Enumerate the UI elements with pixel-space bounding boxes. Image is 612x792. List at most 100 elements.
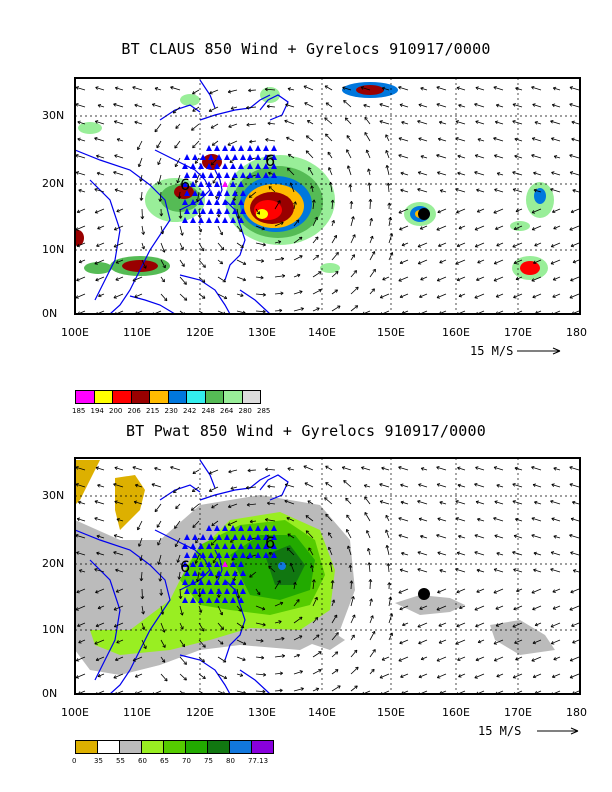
- colorbar-label: 185: [72, 407, 86, 415]
- gyre-location-triangle: [255, 163, 261, 169]
- wind-vector: [114, 225, 124, 231]
- wind-vector: [115, 259, 124, 264]
- wind-vector: [210, 123, 219, 129]
- panel2-typhoon-icon: [418, 588, 430, 600]
- gyre-location-triangle: [206, 199, 212, 205]
- wind-vector: [114, 154, 124, 159]
- wind-vector: [312, 688, 319, 692]
- colorbar-swatch: [75, 740, 98, 754]
- wind-vector: [475, 154, 485, 159]
- wind-vector: [420, 276, 428, 281]
- wind-vector: [496, 552, 504, 556]
- wind-vector: [236, 588, 240, 599]
- wind-vector: [456, 588, 466, 593]
- wind-vector: [474, 534, 485, 539]
- wind-vector: [198, 605, 202, 613]
- wind-vector: [552, 104, 561, 108]
- x-tick-label: 100E: [61, 326, 89, 339]
- wind-vector: [437, 276, 447, 282]
- gyre-location-triangle: [206, 579, 212, 585]
- wind-vector: [274, 222, 284, 227]
- wind-vector: [114, 467, 124, 471]
- wind-vector: [418, 171, 428, 176]
- y-tick-label: 10N: [42, 623, 65, 636]
- wind-vector: [140, 554, 143, 561]
- wind-vector: [176, 174, 181, 184]
- wind-vector: [343, 100, 352, 108]
- wind-vector: [398, 588, 409, 594]
- colorbar-label: 80: [226, 757, 235, 765]
- wind-vector: [382, 276, 390, 281]
- wind-vector: [95, 622, 105, 627]
- wind-vector: [532, 605, 542, 610]
- wind-vector: [350, 596, 354, 607]
- wind-vector: [293, 219, 300, 227]
- panel1-frame: [74, 77, 581, 315]
- wind-vector: [513, 259, 523, 264]
- wind-vector: [293, 308, 304, 312]
- wind-vector: [369, 251, 375, 261]
- gyre-location-triangle: [198, 181, 204, 187]
- colorbar-swatch: [223, 390, 243, 404]
- gyre-location-triangle: [198, 543, 204, 549]
- wind-vector: [438, 639, 447, 644]
- wind-vector: [227, 140, 238, 146]
- wind-vector: [398, 276, 409, 282]
- wind-vector: [475, 656, 485, 661]
- panel1-typhoon-icon: [418, 208, 430, 220]
- panel2-grid: [75, 458, 580, 694]
- wind-vector: [141, 605, 144, 615]
- wind-vector: [572, 639, 580, 644]
- wind-vector: [78, 639, 86, 644]
- wind-vector: [198, 690, 205, 694]
- wind-vector: [495, 622, 504, 627]
- colorbar-swatch: [207, 740, 230, 754]
- wind-vector: [399, 104, 409, 108]
- wind-vector: [249, 571, 257, 578]
- wind-vector: [493, 137, 504, 142]
- gyre-location-triangle: [200, 570, 206, 576]
- wind-vector: [552, 208, 561, 213]
- wind-vector: [236, 225, 243, 233]
- gyre-location-triangle: [240, 588, 246, 594]
- wind-vector: [513, 690, 523, 694]
- wind-vector: [233, 191, 238, 201]
- wind-vector: [293, 290, 303, 295]
- colorbar-label: 35: [94, 757, 103, 765]
- wind-vector: [493, 639, 504, 645]
- wind-vector: [173, 486, 181, 494]
- panel2-title: BT Pwat 850 Wind + Gyrelocs 910917/0000: [126, 422, 486, 440]
- wind-vector: [532, 484, 542, 488]
- wind-vector: [495, 225, 504, 230]
- gyre-location-triangle: [230, 597, 236, 603]
- wind-vector: [553, 225, 561, 230]
- wind-vector: [209, 469, 219, 475]
- wind-vector: [346, 149, 352, 159]
- wind-vector: [418, 518, 428, 522]
- wind-vector: [113, 242, 124, 248]
- wind-vector: [495, 605, 504, 610]
- wind-vector: [475, 242, 485, 248]
- gyre-location-triangle: [214, 561, 220, 567]
- wind-vector: [475, 466, 485, 471]
- wind-vector: [388, 252, 393, 261]
- wind-vector: [325, 133, 333, 142]
- wind-vector: [346, 529, 352, 539]
- wind-vector: [513, 225, 523, 230]
- wind-vector: [325, 465, 333, 471]
- wind-vector: [151, 483, 162, 488]
- wind-vector: [255, 605, 266, 610]
- wind-vector: [385, 515, 390, 522]
- colorbar-swatch: [130, 390, 150, 404]
- wind-vector: [134, 501, 143, 505]
- gyre-location-triangle: [200, 154, 206, 160]
- wind-vector: [265, 519, 276, 522]
- gyre-location-triangle: [271, 543, 277, 549]
- gyre-location-triangle: [184, 208, 190, 214]
- wind-vector: [474, 483, 485, 488]
- wind-vector: [236, 310, 246, 314]
- wind-vector: [514, 467, 523, 471]
- wind-vector: [569, 534, 580, 539]
- wind-vector: [94, 188, 105, 193]
- gyre-location-triangle: [206, 145, 212, 151]
